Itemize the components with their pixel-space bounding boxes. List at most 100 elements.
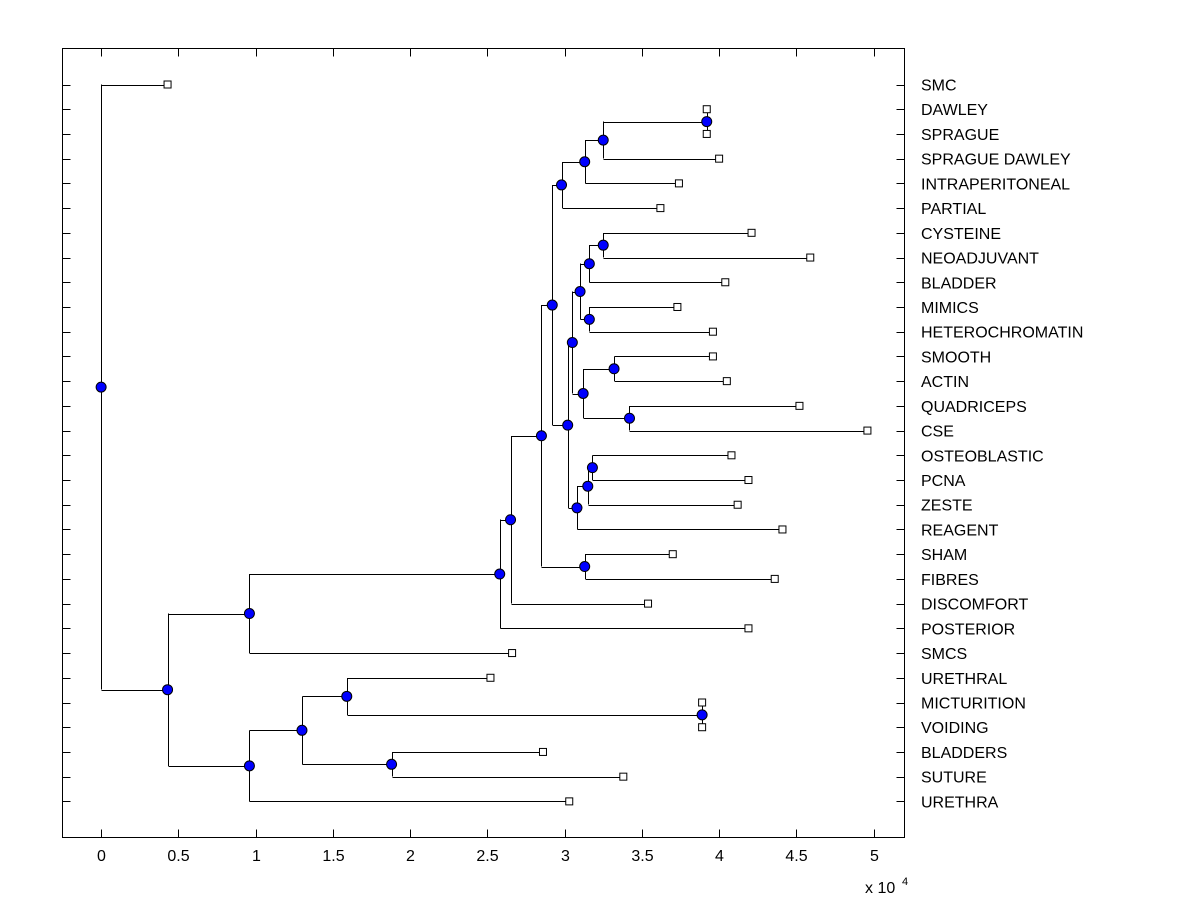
merge-node — [579, 561, 591, 573]
x-tick-label: 2.5 — [476, 848, 498, 865]
leaf-label: SMCS — [921, 646, 967, 663]
leaf-marker — [708, 327, 717, 336]
leaf-marker — [708, 352, 717, 361]
leaf-label: FIBRES — [921, 572, 979, 589]
x-tick-labels: 0 0.5 1 1.5 2 2.5 3 3.5 4 4.5 5 — [97, 848, 879, 865]
leaf-label: CYSTEINE — [921, 226, 1001, 243]
x-tick-label: 3.5 — [631, 848, 653, 865]
merge-node — [577, 388, 589, 399]
x-tick-label: 5 — [870, 848, 879, 865]
merge-node — [296, 724, 308, 736]
merge-node — [341, 690, 353, 702]
leaf-label: SMOOTH — [921, 349, 991, 366]
axis-ticks — [62, 48, 905, 838]
merge-node — [623, 412, 635, 424]
leaf-marker — [668, 550, 677, 559]
leaf-label: MIMICS — [921, 300, 979, 317]
leaf-marker — [486, 673, 495, 682]
x-tick-label: 0.5 — [167, 848, 189, 865]
branches — [101, 84, 868, 802]
leaf-label: NEOADJUVANT — [921, 251, 1039, 268]
leaf-marker — [770, 574, 779, 583]
merge-node — [586, 462, 598, 474]
leaf-marker — [702, 129, 711, 138]
leaf-marker — [733, 500, 742, 509]
merge-node — [386, 758, 398, 770]
leaf-label: SPRAGUE — [921, 127, 999, 144]
x-tick-label: 4.5 — [785, 848, 807, 865]
merge-node — [562, 419, 574, 431]
merge-node — [571, 502, 583, 514]
leaf-label: SPRAGUE DAWLEY — [921, 152, 1071, 169]
x-tick-label: 1 — [252, 848, 261, 865]
leaf-label: DAWLEY — [921, 102, 988, 119]
leaf-label: REAGENT — [921, 522, 999, 539]
leaf-label: VOIDING — [921, 720, 989, 737]
merge-node — [582, 480, 594, 492]
leaf-marker — [721, 278, 730, 287]
merge-node — [95, 381, 107, 393]
merge-node — [566, 337, 578, 349]
leaf-label: SMC — [921, 78, 957, 95]
leaf-marker — [806, 253, 815, 262]
leaf-label: SUTURE — [921, 770, 987, 787]
leaf-marker — [722, 377, 731, 386]
leaf-label: ZESTE — [921, 498, 973, 515]
x-tick-label: 0 — [97, 848, 106, 865]
merge-node — [574, 286, 586, 298]
leaf-label: ACTIN — [921, 374, 969, 391]
merge-node — [243, 760, 255, 772]
merge-node — [701, 116, 713, 128]
leaf-label: MICTURITION — [921, 696, 1026, 713]
leaf-label: CSE — [921, 424, 954, 441]
merge-node — [608, 363, 620, 375]
merge-node — [583, 258, 595, 270]
leaf-marker — [744, 624, 753, 633]
leaf-marker — [744, 476, 753, 485]
leaf-label: PCNA — [921, 473, 966, 490]
merge-node — [597, 239, 609, 251]
merge-node — [556, 179, 568, 191]
merge-node — [243, 608, 255, 620]
leaf-label: BLADDERS — [921, 745, 1007, 762]
leaf-marker — [644, 599, 653, 608]
merge-node — [494, 568, 506, 580]
leaf-label: DISCOMFORT — [921, 597, 1028, 614]
leaf-label: POSTERIOR — [921, 621, 1015, 638]
x-multiplier-exponent: 4 — [902, 876, 908, 888]
leaf-marker — [163, 80, 172, 89]
leaf-marker — [863, 426, 872, 435]
leaf-label: HETEROCHROMATIN — [921, 325, 1083, 342]
merge-node — [546, 299, 558, 311]
leaf-label: INTRAPERITONEAL — [921, 176, 1070, 193]
leaf-marker — [747, 228, 756, 237]
leaf-marker — [673, 302, 682, 311]
x-tick-label: 4 — [715, 848, 724, 865]
leaf-marker — [795, 401, 804, 410]
markers — [95, 80, 872, 806]
leaf-marker — [727, 451, 736, 460]
leaf-marker — [698, 698, 707, 707]
leaf-marker — [565, 797, 574, 806]
leaf-marker — [656, 204, 665, 213]
leaf-label: URETHRAL — [921, 671, 1007, 688]
plot-area-frame — [62, 48, 905, 838]
leaf-label: BLADDER — [921, 275, 997, 292]
leaf-label: OSTEOBLASTIC — [921, 448, 1044, 465]
merge-node — [162, 684, 174, 696]
x-tick-label: 2 — [406, 848, 415, 865]
merge-node — [583, 313, 595, 325]
leaf-marker — [715, 154, 724, 163]
leaf-marker — [674, 179, 683, 188]
leaf-marker — [778, 525, 787, 534]
merge-node — [505, 514, 517, 526]
leaf-label: QUADRICEPS — [921, 399, 1027, 416]
x-tick-label: 1.5 — [322, 848, 344, 865]
leaf-labels: SMC DAWLEY SPRAGUE SPRAGUE DAWLEY INTRAPERIT… — [921, 78, 1083, 812]
merge-node — [597, 134, 609, 146]
leaf-marker — [702, 105, 711, 114]
x-tick-label: 3 — [561, 848, 570, 865]
x-multiplier-label: x 10 — [865, 880, 895, 897]
leaf-label: PARTIAL — [921, 201, 986, 218]
